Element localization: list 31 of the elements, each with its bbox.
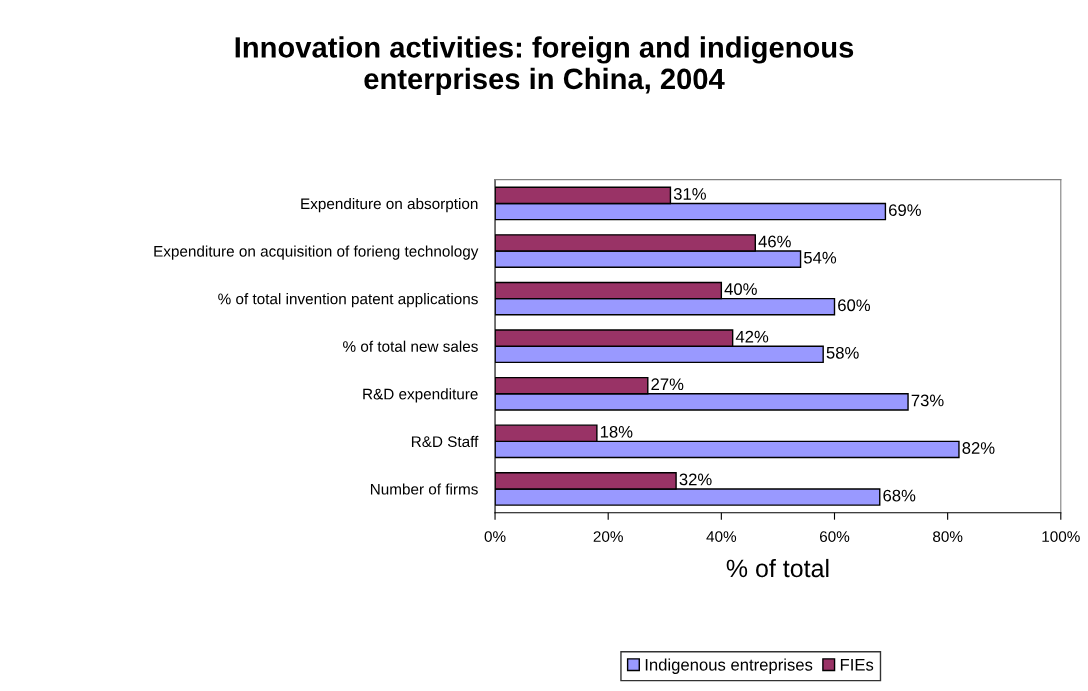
x-tick-label: 0%: [484, 531, 506, 542]
data-label: 27%: [651, 378, 684, 391]
legend-label: FIEs: [840, 659, 874, 671]
x-tick-label: 60%: [819, 531, 850, 542]
x-tick-label: 20%: [593, 531, 623, 542]
y-tick-label: R&D Staff: [411, 435, 479, 448]
chart-title: Innovation activities: foreign and indigenous enterprises in China, 2004: [235, 36, 854, 96]
data-label: 46%: [758, 235, 791, 248]
y-tick-label: Number of firms: [370, 483, 478, 495]
data-label: 73%: [911, 394, 944, 407]
data-label: 69%: [889, 204, 921, 217]
x-tick-label: 100%: [1042, 531, 1080, 542]
y-tick-label: Expenditure on absorption: [301, 197, 478, 213]
y-tick-label: % of total invention patent applications: [218, 293, 478, 308]
data-label: 82%: [962, 442, 995, 454]
data-label: 18%: [600, 425, 633, 438]
data-label: 40%: [724, 283, 757, 295]
data-label: 32%: [679, 473, 712, 486]
data-label: 60%: [838, 299, 871, 312]
data-label: 58%: [826, 346, 859, 359]
y-tick-label: Expenditure on acquisition of forieng technology: [154, 245, 479, 260]
x-tick-label: 40%: [706, 531, 737, 542]
y-tick-label: R&D expenditure: [363, 388, 478, 403]
data-label: 42%: [735, 330, 769, 343]
data-label: 68%: [883, 489, 916, 502]
legend-label: Indigenous entreprises: [645, 658, 813, 674]
x-axis-title: % of total: [726, 558, 829, 578]
data-label: 31%: [673, 188, 706, 200]
y-tick-label: % of total new sales: [343, 340, 478, 352]
data-label: 54%: [803, 251, 837, 264]
x-tick-label: 80%: [933, 531, 963, 542]
